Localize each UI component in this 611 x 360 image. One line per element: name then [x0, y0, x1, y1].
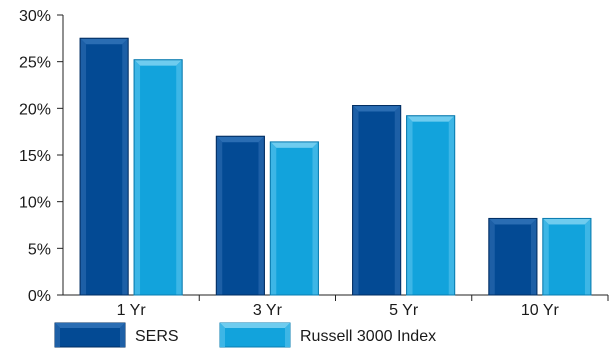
- y-tick-label: 0%: [28, 288, 51, 305]
- bar-russell-3000-10-yr: [542, 217, 592, 296]
- y-axis: 0% 5% 10% 15% 20% 25% 30%: [19, 8, 64, 305]
- x-tick-label: 3 Yr: [253, 302, 283, 319]
- bar-sers-5-yr: [352, 105, 402, 296]
- y-tick-label: 20%: [19, 101, 51, 118]
- bar-sers-10-yr: [488, 217, 538, 296]
- legend: SERS Russell 3000 Index: [54, 322, 436, 348]
- x-tick-label: 1 Yr: [117, 302, 147, 319]
- y-tick-label: 10%: [19, 195, 51, 212]
- x-tick-label: 5 Yr: [389, 302, 419, 319]
- bar-sers-3-yr: [215, 135, 265, 296]
- y-tick-label: 25%: [19, 55, 51, 72]
- bar-russell-3000-3-yr: [269, 141, 319, 296]
- bar-russell-3000-1-yr: [133, 59, 183, 296]
- legend-label: Russell 3000 Index: [300, 328, 436, 345]
- y-tick-label: 30%: [19, 8, 51, 25]
- bar-russell-3000-5-yr: [406, 115, 456, 296]
- bar-sers-1-yr: [79, 37, 129, 296]
- legend-label: SERS: [135, 328, 179, 345]
- y-tick-label: 5%: [28, 241, 51, 258]
- y-tick-label: 15%: [19, 148, 51, 165]
- legend-item: SERS: [54, 322, 179, 348]
- x-tick-label: 10 Yr: [521, 302, 560, 319]
- bars: [79, 37, 592, 296]
- legend-item: Russell 3000 Index: [219, 322, 436, 348]
- x-axis: 1 Yr 3 Yr 5 Yr 10 Yr: [63, 294, 609, 319]
